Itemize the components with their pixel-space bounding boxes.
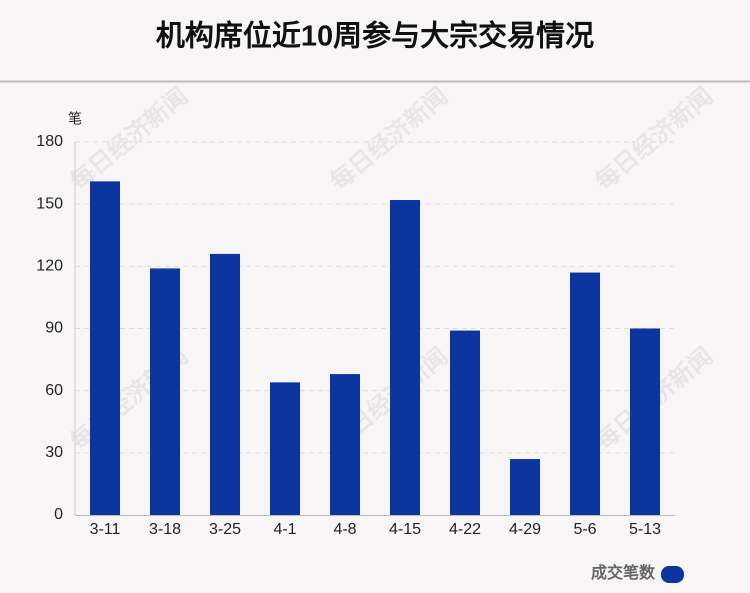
x-tick-label: 4-22 — [449, 521, 481, 538]
y-tick-label: 30 — [45, 444, 63, 461]
legend-label: 成交笔数 — [591, 563, 656, 582]
y-tick-label: 60 — [45, 382, 63, 399]
bar — [150, 268, 180, 515]
x-tick-label: 5-13 — [629, 521, 661, 538]
bar — [510, 459, 540, 515]
chart-title: 机构席位近10周参与大宗交易情况 — [156, 19, 594, 53]
bar — [210, 253, 240, 515]
bar — [450, 330, 480, 515]
legend-swatch — [661, 566, 684, 583]
x-tick-label: 4-15 — [389, 521, 421, 538]
y-axis-label: 笔 — [68, 111, 82, 127]
x-tick-label: 5-6 — [573, 521, 596, 538]
x-tick-label: 3-18 — [149, 521, 181, 538]
y-tick-label: 180 — [36, 133, 63, 150]
x-tick-label: 4-1 — [273, 521, 296, 538]
bar — [390, 200, 420, 515]
x-tick-label: 4-29 — [509, 521, 541, 538]
y-tick-label: 150 — [36, 195, 63, 212]
bar — [90, 181, 120, 515]
bar — [330, 374, 360, 515]
y-tick-label: 120 — [36, 258, 63, 275]
y-tick-label: 90 — [45, 320, 63, 337]
x-tick-label: 3-11 — [90, 521, 121, 538]
bar — [270, 382, 300, 515]
bar — [630, 328, 660, 515]
x-tick-label: 3-25 — [209, 521, 241, 538]
y-tick-label: 0 — [54, 506, 63, 523]
x-tick-label: 4-8 — [333, 521, 356, 538]
bar — [570, 272, 600, 515]
